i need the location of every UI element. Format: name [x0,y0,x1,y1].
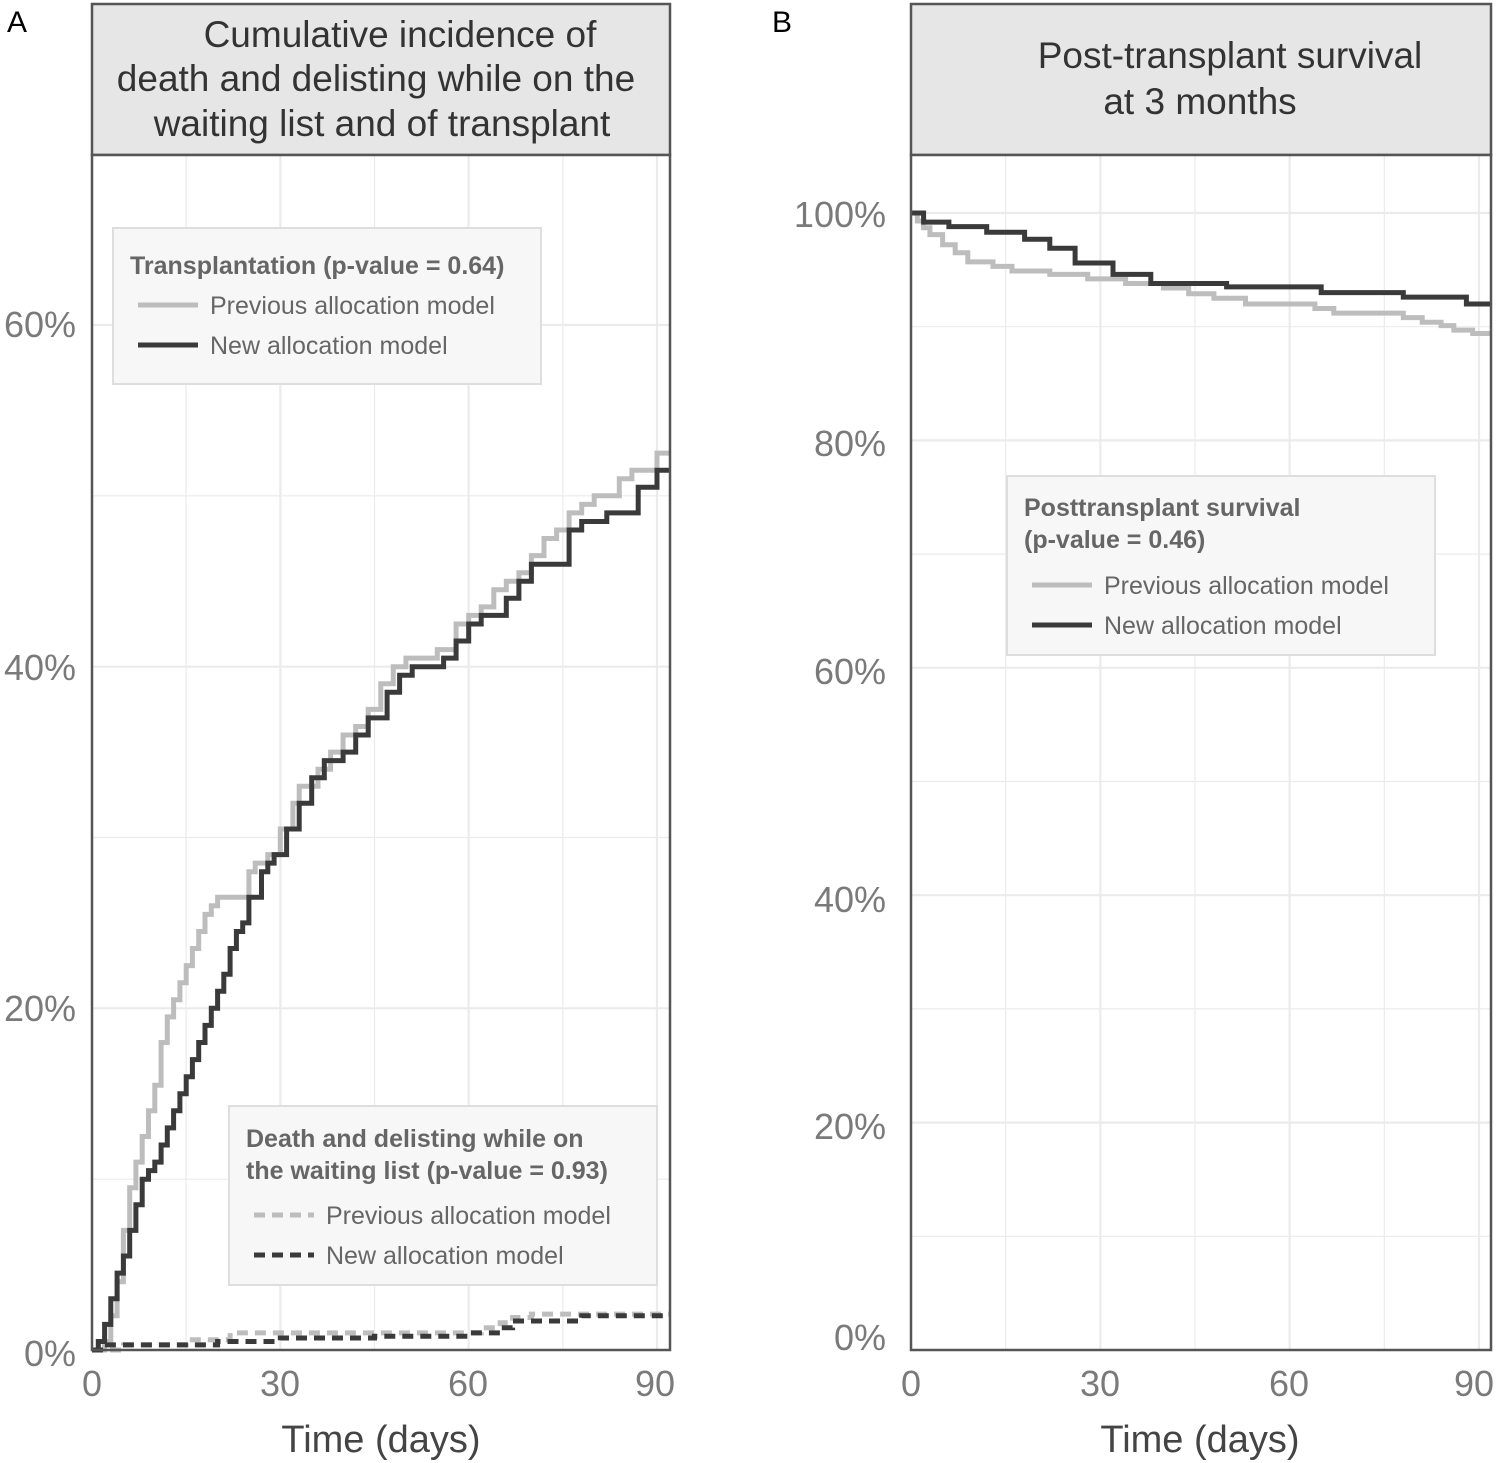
panel-b-y-tick-label: 60% [814,651,886,692]
panel-b-plot-area [911,155,1491,1350]
legend-label-new: New allocation model [1104,612,1342,640]
panel-b-x-tick-label: 60 [1269,1363,1309,1404]
panel-a: A Cumulative incidence of death and deli… [4,2,675,1461]
panel-b-grid [911,155,1491,1350]
panel-a-series [92,450,669,1353]
panel-a-x-tick-label: 0 [82,1363,102,1404]
panel-b-x-tick-label: 90 [1454,1363,1494,1404]
panel-b-series [911,210,1490,336]
legend-label-previous: Previous allocation model [210,292,495,320]
panel-a-plot-border [90,153,672,1352]
panel-a-legend-death-delisting: Death and delisting while on the waiting… [228,1105,658,1286]
panel-a-x-tick-label: 90 [635,1363,675,1404]
series-line-transplant-new [92,467,669,1353]
panel-b-y-tick-label: 40% [814,879,886,920]
legend-label-previous: Previous allocation model [1104,572,1389,600]
panel-b-y-tick-label: 100% [794,194,886,235]
panel-b-y-tick-label: 80% [814,423,886,464]
panel-a-strip [90,2,672,157]
legend-title-line-1: Death and delisting while on [246,1125,584,1153]
panel-a-title-line-1: Cumulative incidence of [204,14,598,55]
series-line-death-new [92,1313,669,1353]
legend-label-new: New allocation model [326,1242,564,1270]
panel-b-y-tick-label: 20% [814,1106,886,1147]
series-line-survival-new [911,210,1490,307]
panel-a-legend-transplantation: Transplantation (p-value = 0.64) Previou… [112,227,542,385]
panel-a-x-tick-label: 30 [260,1363,300,1404]
legend-label-new: New allocation model [210,332,448,360]
panel-b-x-tick-label: 0 [901,1363,921,1404]
panel-a-letter: A [7,6,27,39]
legend-label-previous: Previous allocation model [326,1202,611,1230]
panel-b-title-line-1: Post-transplant survival [1038,35,1423,76]
panel-b-letter: B [772,6,792,39]
panel-b-x-axis-title: Time (days) [1100,1419,1299,1461]
panel-a-y-tick-label: 0% [24,1333,76,1374]
panel-b-legend-survival: Posttransplant survival (p-value = 0.46)… [1006,475,1436,656]
panel-b-plot-border [909,153,1493,1352]
legend-title-line-2: (p-value = 0.46) [1024,526,1205,554]
legend-title-line-1: Posttransplant survival [1024,494,1300,522]
panel-b-title-line-2: at 3 months [1103,81,1296,122]
panel-a-title-line-2: death and delisting while on the [117,58,635,99]
legend-title: Transplantation (p-value = 0.64) [130,252,504,280]
panel-b-strip [909,2,1493,157]
panel-a-y-tick-label: 40% [4,647,76,688]
panel-a-x-tick-label: 60 [448,1363,488,1404]
panel-a-y-tick-label: 20% [4,988,76,1029]
panel-a-y-tick-label: 60% [4,304,76,345]
panel-b: B Post-transplant survival at 3 months 0… [772,2,1494,1461]
series-line-survival-previous [911,210,1490,336]
panel-b-x-tick-label: 30 [1080,1363,1120,1404]
panel-b-y-tick-label: 0% [834,1317,886,1358]
panel-a-title-line-3: waiting list and of transplant [153,103,611,144]
legend-title-line-2: the waiting list (p-value = 0.93) [246,1157,608,1185]
panel-a-x-axis-title: Time (days) [281,1419,480,1461]
